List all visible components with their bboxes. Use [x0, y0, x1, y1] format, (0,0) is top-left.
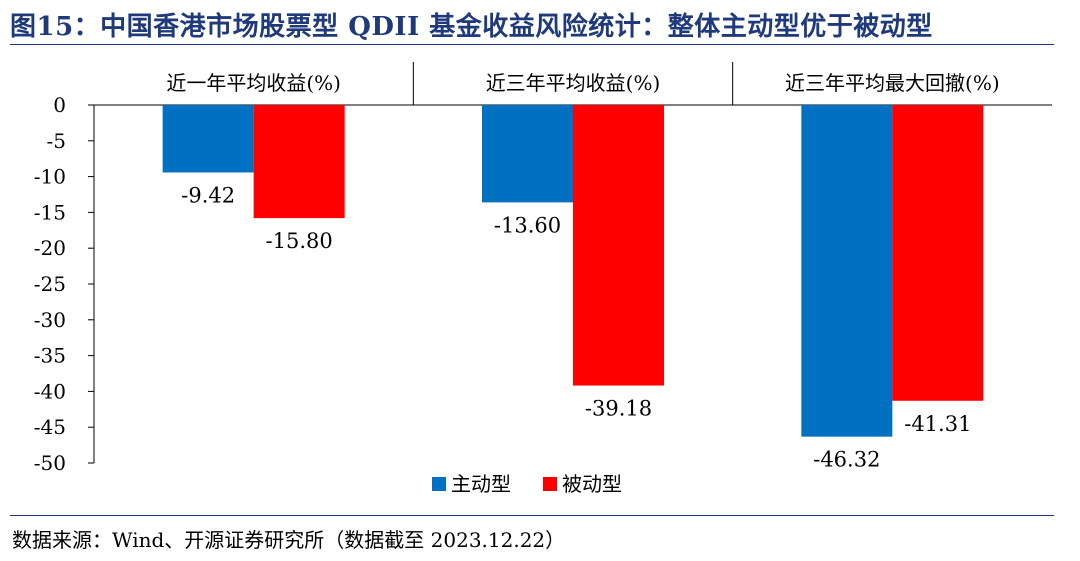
bar-chart: 近一年平均收益(%) 近三年平均收益(%) 近三年平均最大回撤(%) 0 -5 -10 -1… [34, 62, 1052, 496]
bar [573, 105, 664, 386]
y-tick-label: -10 [34, 165, 66, 189]
bar-value-label: -46.32 [813, 448, 880, 472]
source-divider [10, 515, 1054, 516]
bar-value-label: -41.31 [904, 412, 971, 436]
legend-label: 被动型 [562, 472, 622, 496]
y-tick-label: -35 [34, 344, 66, 368]
category-label: 近三年平均收益(%) [486, 71, 661, 95]
y-tick-label: -50 [34, 451, 66, 475]
y-tick-label: -5 [47, 129, 66, 153]
bar [162, 105, 254, 173]
category-label: 近一年平均收益(%) [166, 71, 341, 95]
bar-value-label: -9.42 [181, 183, 235, 207]
legend-swatch [543, 477, 557, 491]
y-tick-label: -15 [34, 200, 66, 224]
bar [253, 105, 345, 219]
y-tick-label: -40 [34, 379, 66, 403]
bar-value-label: -13.60 [494, 213, 561, 237]
source-note: 数据来源：Wind、开源证券研究所（数据截至 2023.12.22） [12, 528, 566, 552]
category-label: 近三年平均最大回撤(%) [785, 71, 1000, 95]
title-divider [10, 44, 1054, 45]
page-title: 图15：中国香港市场股票型 QDII 基金收益风险统计：整体主动型优于被动型 [10, 12, 933, 42]
bar-value-label: -39.18 [585, 397, 652, 421]
y-tick-label: -20 [34, 236, 66, 260]
bar-value-label: -15.80 [266, 229, 333, 253]
bar [801, 105, 893, 437]
y-tick-label: -30 [34, 308, 66, 332]
legend-label: 主动型 [451, 472, 511, 496]
y-tick-label: 0 [53, 93, 66, 117]
bar [892, 105, 984, 401]
y-tick-label: -25 [34, 272, 66, 296]
y-tick-label: -45 [34, 415, 66, 439]
bar [482, 105, 573, 203]
legend-swatch [432, 477, 446, 491]
